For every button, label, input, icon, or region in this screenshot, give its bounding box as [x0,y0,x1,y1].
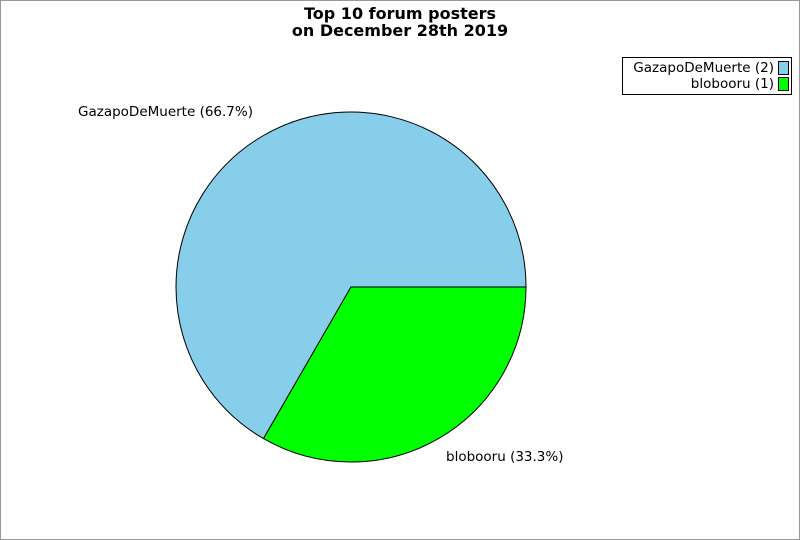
legend-label-blobooru: blobooru (1) [690,76,774,92]
legend-row-blobooru: blobooru (1) [627,76,789,92]
legend-swatch-gazapodemuerte-icon [778,61,789,75]
slice-label-gazapodemuerte: GazapoDeMuerte (66.7%) [78,104,253,120]
legend-label-gazapodemuerte: GazapoDeMuerte (2) [633,60,774,76]
legend-swatch-blobooru-icon [778,77,789,91]
chart-title-line1: Top 10 forum posters [304,4,496,23]
legend: GazapoDeMuerte (2) blobooru (1) [622,57,792,95]
chart-title-line2: on December 28th 2019 [291,21,509,40]
chart-title: Top 10 forum posters on December 28th 20… [1,5,799,39]
pie-slice-blobooru [262,286,527,463]
legend-row-gazapodemuerte: GazapoDeMuerte (2) [627,60,789,76]
slice-label-blobooru: blobooru (33.3%) [446,449,564,465]
pie-slice-gazapodemuerte [175,111,527,440]
